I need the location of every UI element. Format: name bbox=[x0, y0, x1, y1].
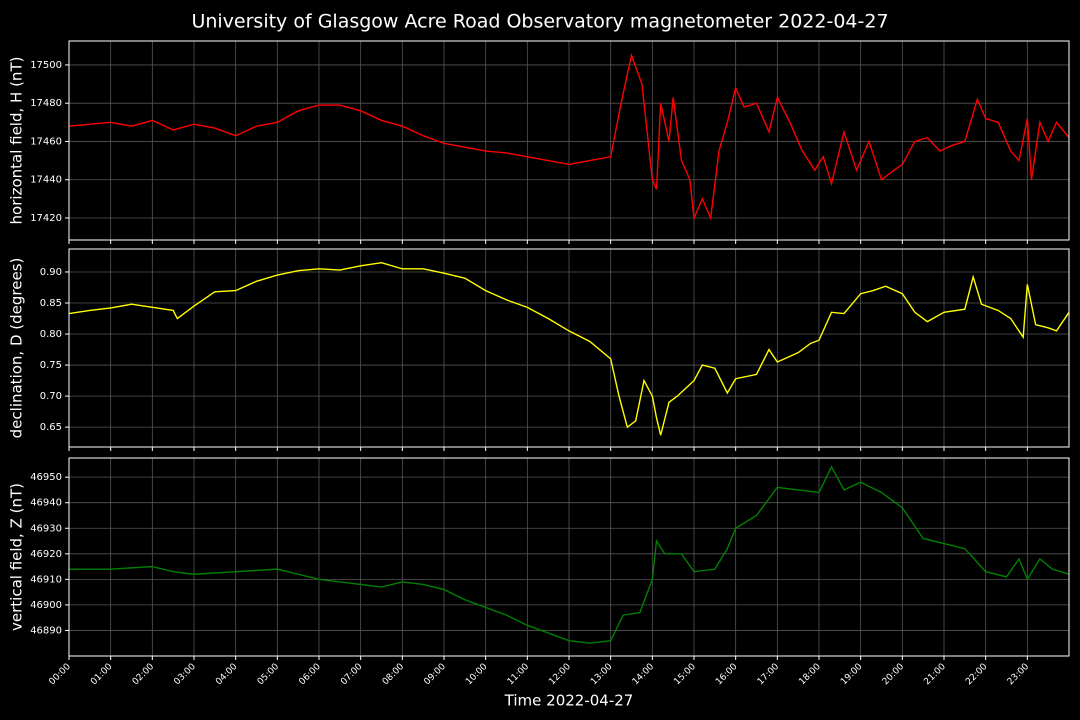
x-tick-label: 13:00 bbox=[589, 662, 615, 688]
x-tick-label: 17:00 bbox=[756, 662, 782, 688]
x-tick-label: 08:00 bbox=[381, 662, 407, 688]
x-tick-label: 22:00 bbox=[964, 662, 990, 688]
x-tick-label: 05:00 bbox=[256, 662, 282, 688]
y-tick-label: 0.65 bbox=[40, 422, 62, 433]
x-tick-label: 16:00 bbox=[714, 662, 740, 688]
x-tick-label: 15:00 bbox=[672, 662, 698, 688]
x-tick-label: 09:00 bbox=[422, 662, 448, 688]
x-tick-label: 01:00 bbox=[89, 662, 115, 688]
x-tick-label: 21:00 bbox=[922, 662, 948, 688]
x-tick-label: 23:00 bbox=[1006, 662, 1032, 688]
plot-frame bbox=[68, 248, 1070, 448]
x-tick-label: 11:00 bbox=[506, 662, 532, 688]
plot-frame bbox=[68, 457, 1070, 657]
x-tick-label: 10:00 bbox=[464, 662, 490, 688]
y-axis-label: horizontal field, H (nT) bbox=[8, 57, 26, 225]
y-tick-label: 0.70 bbox=[40, 391, 62, 402]
x-axis-label: Time 2022-04-27 bbox=[504, 692, 634, 710]
y-tick-label: 17480 bbox=[30, 98, 62, 109]
x-tick-label: 06:00 bbox=[297, 662, 323, 688]
plot-frame bbox=[68, 40, 1070, 241]
x-tick-label: 07:00 bbox=[339, 662, 365, 688]
y-tick-label: 46890 bbox=[30, 625, 62, 636]
y-tick-label: 17500 bbox=[30, 60, 62, 71]
data-line bbox=[69, 52, 1069, 221]
x-tick-label: 20:00 bbox=[881, 662, 907, 688]
y-tick-label: 0.75 bbox=[40, 360, 62, 371]
y-tick-label: 46920 bbox=[30, 549, 62, 560]
y-tick-label: 46930 bbox=[30, 523, 62, 534]
x-tick-label: 03:00 bbox=[172, 662, 198, 688]
y-tick-label: 17460 bbox=[30, 136, 62, 147]
x-tick-label: 04:00 bbox=[214, 662, 240, 688]
x-tick-label: 14:00 bbox=[631, 662, 657, 688]
y-axis-label: declination, D (degrees) bbox=[8, 258, 26, 439]
y-tick-label: 46900 bbox=[30, 600, 62, 611]
data-line bbox=[69, 261, 1069, 436]
y-tick-label: 0.80 bbox=[40, 329, 62, 340]
y-tick-label: 46940 bbox=[30, 498, 62, 509]
y-tick-label: 0.85 bbox=[40, 298, 62, 309]
y-tick-label: 0.90 bbox=[40, 267, 62, 278]
chart-title: University of Glasgow Acre Road Observat… bbox=[191, 11, 888, 33]
data-line bbox=[69, 465, 1069, 644]
x-tick-label: 02:00 bbox=[131, 662, 157, 688]
x-tick-label: 12:00 bbox=[547, 662, 573, 688]
y-tick-label: 46910 bbox=[30, 574, 62, 585]
y-axis-label: vertical field, Z (nT) bbox=[8, 483, 26, 631]
x-tick-label: 00:00 bbox=[47, 662, 73, 688]
y-tick-label: 46950 bbox=[30, 472, 62, 483]
y-tick-label: 17420 bbox=[30, 213, 62, 224]
x-tick-label: 19:00 bbox=[839, 662, 865, 688]
y-tick-label: 17440 bbox=[30, 175, 62, 186]
x-tick-label: 18:00 bbox=[797, 662, 823, 688]
